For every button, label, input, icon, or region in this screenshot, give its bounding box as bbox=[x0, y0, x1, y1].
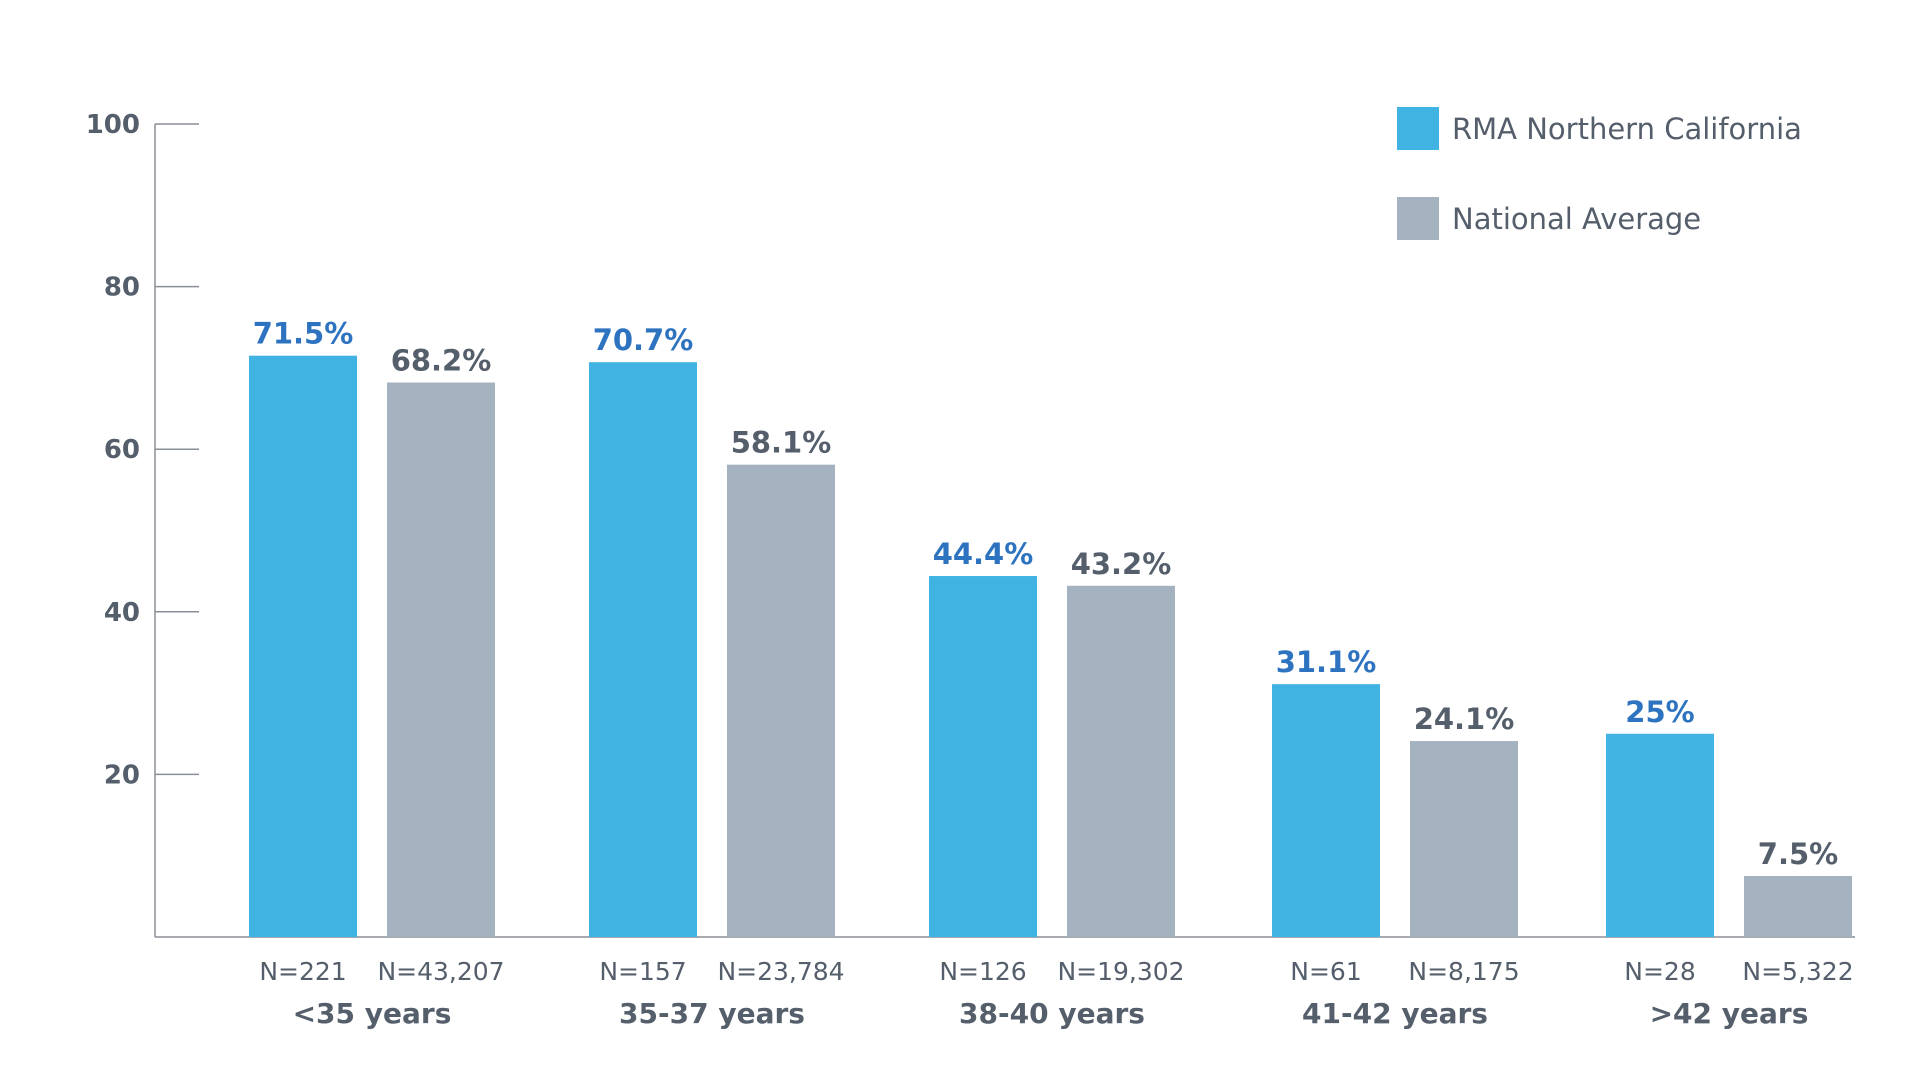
sample-size-label: N=43,207 bbox=[377, 957, 504, 986]
y-tick-label: 100 bbox=[86, 110, 140, 140]
bar-national bbox=[1067, 585, 1175, 937]
data-label: 25% bbox=[1625, 695, 1694, 729]
sample-size-label: N=23,784 bbox=[717, 957, 844, 986]
data-label: 7.5% bbox=[1758, 837, 1838, 871]
sample-size-label: N=5,322 bbox=[1742, 957, 1853, 986]
bar-rma bbox=[1606, 733, 1714, 937]
sample-size-label: N=8,175 bbox=[1408, 957, 1519, 986]
data-label: 68.2% bbox=[391, 344, 492, 378]
x-category-label: 38-40 years bbox=[959, 997, 1145, 1030]
data-label: 71.5% bbox=[253, 317, 354, 351]
y-tick-label: 40 bbox=[104, 598, 140, 628]
legend-label: RMA Northern California bbox=[1452, 112, 1802, 146]
sample-size-label: N=157 bbox=[599, 957, 686, 986]
sample-size-label: N=28 bbox=[1624, 957, 1695, 986]
data-label: 24.1% bbox=[1414, 702, 1515, 736]
bar-rma bbox=[589, 362, 697, 938]
legend-label: National Average bbox=[1452, 202, 1701, 236]
bar-rma bbox=[929, 576, 1037, 937]
legend-swatch-national bbox=[1397, 197, 1439, 240]
data-label: 70.7% bbox=[593, 323, 694, 357]
sample-size-label: N=221 bbox=[259, 957, 346, 986]
data-label: 44.4% bbox=[933, 537, 1034, 571]
bar-national bbox=[727, 464, 835, 937]
bars bbox=[249, 355, 1852, 938]
data-label: 43.2% bbox=[1071, 547, 1172, 581]
sample-size-label: N=126 bbox=[939, 957, 1026, 986]
bar-national bbox=[387, 382, 495, 937]
y-tick-label: 80 bbox=[104, 273, 140, 303]
legend: RMA Northern California National Average bbox=[1397, 107, 1802, 240]
sample-size-label: N=19,302 bbox=[1057, 957, 1184, 986]
x-category-label: >42 years bbox=[1650, 997, 1809, 1030]
data-label: 58.1% bbox=[731, 426, 832, 460]
x-category-label: <35 years bbox=[293, 997, 452, 1030]
data-label: 31.1% bbox=[1276, 645, 1377, 679]
sample-size-label: N=61 bbox=[1290, 957, 1361, 986]
x-category-label: 35-37 years bbox=[619, 997, 805, 1030]
bar-national bbox=[1410, 741, 1518, 937]
labels: 71.5% N=221 68.2% N=43,207 <35 years 70.7% N=1… bbox=[253, 317, 1854, 1030]
legend-swatch-rma bbox=[1397, 107, 1439, 150]
bar-national bbox=[1744, 876, 1852, 937]
y-tick-label: 20 bbox=[104, 760, 140, 790]
bar-rma bbox=[249, 355, 357, 938]
bar-rma bbox=[1272, 684, 1380, 937]
x-category-label: 41-42 years bbox=[1302, 997, 1488, 1030]
y-tick-label: 60 bbox=[104, 435, 140, 465]
